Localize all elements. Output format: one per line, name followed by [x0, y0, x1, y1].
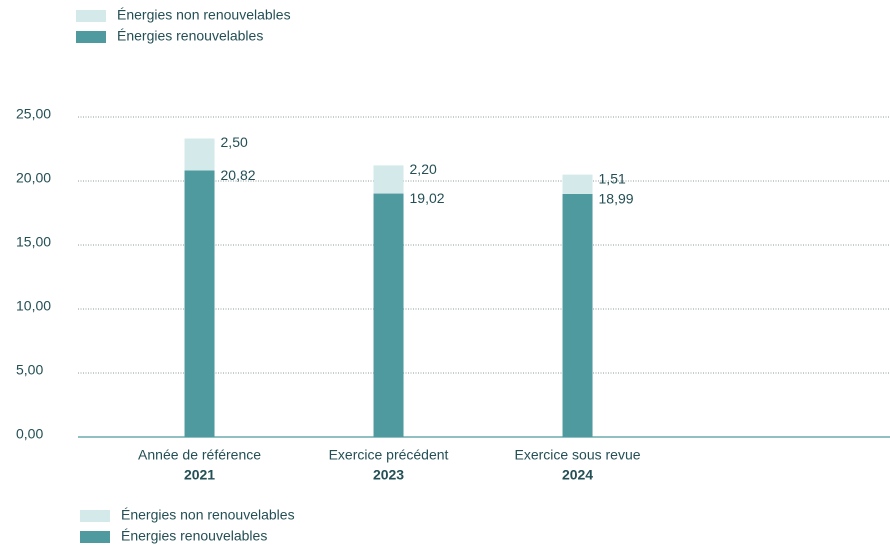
value-label: 1,51 — [599, 170, 626, 186]
y-tick-label: 10,00 — [16, 298, 51, 314]
y-tick-label: 20,00 — [16, 170, 51, 186]
value-label: 2,20 — [410, 161, 437, 177]
bar-segment — [562, 174, 593, 194]
x-tick-label: Exercice sous revue — [514, 447, 640, 463]
legend-label: Énergies renouvelables — [121, 528, 267, 544]
x-tick-year: 2023 — [373, 467, 404, 483]
y-tick-label: 5,00 — [16, 362, 43, 378]
bar-segment — [373, 165, 404, 194]
legend-label: Énergies renouvelables — [117, 28, 263, 44]
x-tick-label: Année de référence — [138, 447, 261, 463]
y-tick-label: 0,00 — [16, 426, 43, 442]
bar-segment — [184, 138, 215, 171]
legend-swatch — [80, 531, 110, 543]
legend-swatch — [76, 10, 106, 22]
legend-swatch — [80, 510, 110, 522]
value-label: 19,02 — [410, 190, 445, 206]
value-label: 2,50 — [221, 134, 248, 150]
y-tick-label: 15,00 — [16, 234, 51, 250]
bar-segment — [562, 193, 593, 437]
y-tick-label: 25,00 — [16, 106, 51, 122]
x-tick-year: 2021 — [184, 467, 215, 483]
x-tick-year: 2024 — [562, 467, 593, 483]
x-tick-label: Exercice précédent — [329, 447, 449, 463]
value-label: 18,99 — [599, 191, 634, 207]
bar-segment — [373, 193, 404, 437]
legend-swatch — [76, 31, 106, 43]
value-label: 20,82 — [221, 167, 256, 183]
legend-label: Énergies non renouvelables — [117, 7, 291, 23]
bar-segment — [184, 170, 215, 437]
legend-label: Énergies non renouvelables — [121, 507, 295, 523]
